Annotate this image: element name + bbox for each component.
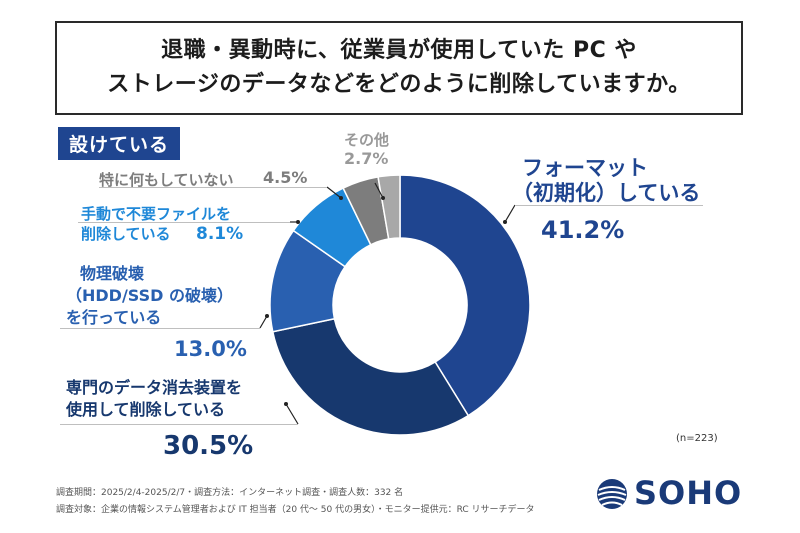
question-title-box: 退職・異動時に、従業員が使用していた PC や ストレージのデータなどをどのよう… bbox=[55, 21, 743, 115]
donut-slice-1 bbox=[271, 317, 470, 436]
arrow-format-line bbox=[504, 204, 516, 223]
sample-size-note: (n=223) bbox=[676, 433, 718, 444]
arrow-nothing-line bbox=[326, 186, 342, 199]
label-physical-line2: （HDD/SSD の破壊） bbox=[66, 286, 233, 305]
leader-line-physical bbox=[60, 328, 260, 329]
value-device: 30.5% bbox=[163, 431, 254, 461]
arrow-device-line bbox=[285, 403, 299, 425]
arrow-other-line bbox=[374, 182, 384, 199]
leader-line-manual bbox=[78, 222, 290, 223]
leader-line-nothing bbox=[99, 187, 327, 188]
answer-group-badge: 設けている bbox=[58, 127, 180, 160]
value-other: 2.7% bbox=[344, 149, 389, 168]
leader-line-device bbox=[60, 424, 298, 425]
soho-logo-text: SOHO bbox=[634, 474, 743, 512]
label-nothing: 特に何もしていない bbox=[99, 171, 234, 189]
label-manual-line1: 手動で不要ファイルを bbox=[81, 205, 232, 223]
label-physical-line3: を行っている bbox=[66, 308, 162, 327]
label-other: その他 bbox=[344, 131, 390, 149]
label-format-line1: フォーマット bbox=[522, 156, 648, 180]
label-device-line2: 使用して削除している bbox=[66, 400, 226, 419]
soho-globe-icon bbox=[597, 479, 627, 509]
value-nothing: 4.5% bbox=[263, 168, 308, 187]
label-device-line1: 専門のデータ消去装置を bbox=[66, 378, 243, 397]
arrow-physical-line bbox=[259, 315, 268, 329]
leader-line-format bbox=[515, 205, 703, 206]
arrow-device-tip bbox=[284, 402, 288, 406]
donut-slice-5 bbox=[377, 174, 401, 240]
footer-survey-target: 調査対象：企業の情報システム管理者および IT 担当者（20 代〜 50 代の男… bbox=[56, 505, 535, 515]
value-format: 41.2% bbox=[541, 216, 625, 244]
footer-survey-period: 調査期間：2025/2/4-2025/2/7・調査方法：インターネット調査・調査… bbox=[56, 488, 404, 498]
label-physical-line1: 物理破壊 bbox=[80, 264, 145, 283]
soho-logo: SOHO bbox=[596, 474, 756, 512]
title-line-2: ストレージのデータなどをどのように削除していますか。 bbox=[107, 72, 691, 97]
title-line-1: 退職・異動時に、従業員が使用していた PC や bbox=[161, 38, 637, 63]
donut-slice-0 bbox=[399, 174, 531, 417]
arrow-manual-tip bbox=[296, 220, 300, 224]
label-format-line2: （初期化）している bbox=[512, 181, 701, 205]
value-manual: 8.1% bbox=[196, 224, 244, 244]
value-physical: 13.0% bbox=[174, 337, 247, 361]
arrow-nothing-tip bbox=[339, 196, 343, 200]
arrow-format-tip bbox=[503, 220, 507, 224]
arrow-other-tip bbox=[381, 196, 385, 200]
arrow-physical-tip bbox=[265, 314, 269, 318]
label-manual-line2: 削除している bbox=[81, 225, 171, 243]
